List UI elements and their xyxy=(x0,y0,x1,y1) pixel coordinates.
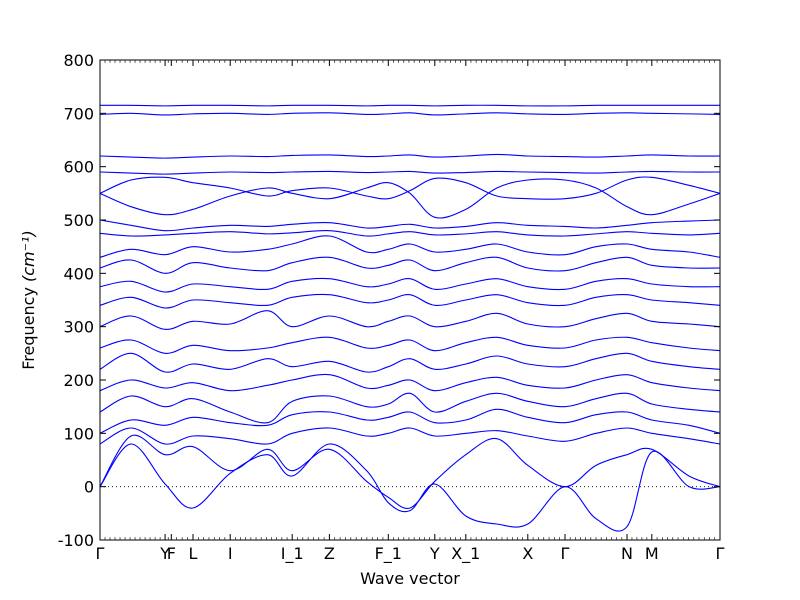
x-tick-label: Y xyxy=(429,544,440,563)
band-line-6 xyxy=(99,352,721,373)
band-line-1 xyxy=(99,434,721,510)
y-tick-label: 700 xyxy=(63,104,94,123)
bands-layer xyxy=(99,104,721,532)
y-axis-label: Frequency (cm⁻¹) xyxy=(19,230,38,369)
x-tick-label: X xyxy=(522,544,533,563)
band-line-10 xyxy=(99,277,721,293)
y-tick-label: 200 xyxy=(63,371,94,390)
x-tick-label: M xyxy=(645,544,659,563)
band-line-7 xyxy=(99,336,721,354)
band-line-4 xyxy=(99,392,721,424)
band-line-15 xyxy=(99,178,721,219)
y-axis-label-text: Frequency xyxy=(19,287,38,370)
band-line-19 xyxy=(99,112,721,116)
x-tick-label: Z xyxy=(324,544,335,563)
x-tick-label: X_1 xyxy=(451,544,480,564)
band-line-13 xyxy=(99,230,721,237)
band-line-0 xyxy=(99,443,721,532)
band-line-20 xyxy=(99,104,720,107)
x-tick-label: I xyxy=(228,544,233,563)
band-line-2 xyxy=(99,427,721,445)
band-line-3 xyxy=(99,408,721,434)
plot-frame xyxy=(99,59,721,541)
x-tick-label: Γ xyxy=(716,544,725,563)
y-tick-label: -100 xyxy=(58,531,94,550)
band-line-9 xyxy=(99,293,721,309)
band-line-14 xyxy=(99,219,721,232)
x-tick-label: N xyxy=(621,544,633,563)
y-tick-label: 0 xyxy=(84,478,94,497)
x-axis-label: Wave vector xyxy=(360,569,460,588)
y-tick-label: 600 xyxy=(63,158,94,177)
band-line-11 xyxy=(99,256,721,274)
y-axis-label-unit: (cm⁻¹) xyxy=(19,230,38,282)
x-tick-label: I_1 xyxy=(281,544,304,564)
x-tick-label: Γ xyxy=(561,544,570,563)
y-tick-label: 100 xyxy=(63,424,94,443)
x-tick-label: Y xyxy=(159,544,170,563)
band-line-8 xyxy=(99,310,721,330)
x-tick-label: F xyxy=(167,544,176,563)
band-line-16 xyxy=(99,176,721,200)
y-tick-label: 500 xyxy=(63,211,94,230)
x-tick-label: F_1 xyxy=(375,544,402,564)
x-tick-label: Γ xyxy=(96,544,105,563)
x-tick-label: L xyxy=(189,544,198,563)
band-line-5 xyxy=(99,373,721,392)
y-tick-label: 400 xyxy=(63,264,94,283)
y-tick-label: 800 xyxy=(63,51,94,70)
x-tick-labels: Γ YF L I I_1 Z F_1 Y X_1 X Γ N M Γ xyxy=(96,544,725,564)
band-line-18 xyxy=(99,153,721,159)
y-tick-label: 300 xyxy=(63,318,94,337)
band-line-12 xyxy=(99,235,721,258)
y-tick-labels: -100 0 100 200 300 400 500 600 700 800 xyxy=(58,51,94,550)
band-line-17 xyxy=(99,170,721,175)
